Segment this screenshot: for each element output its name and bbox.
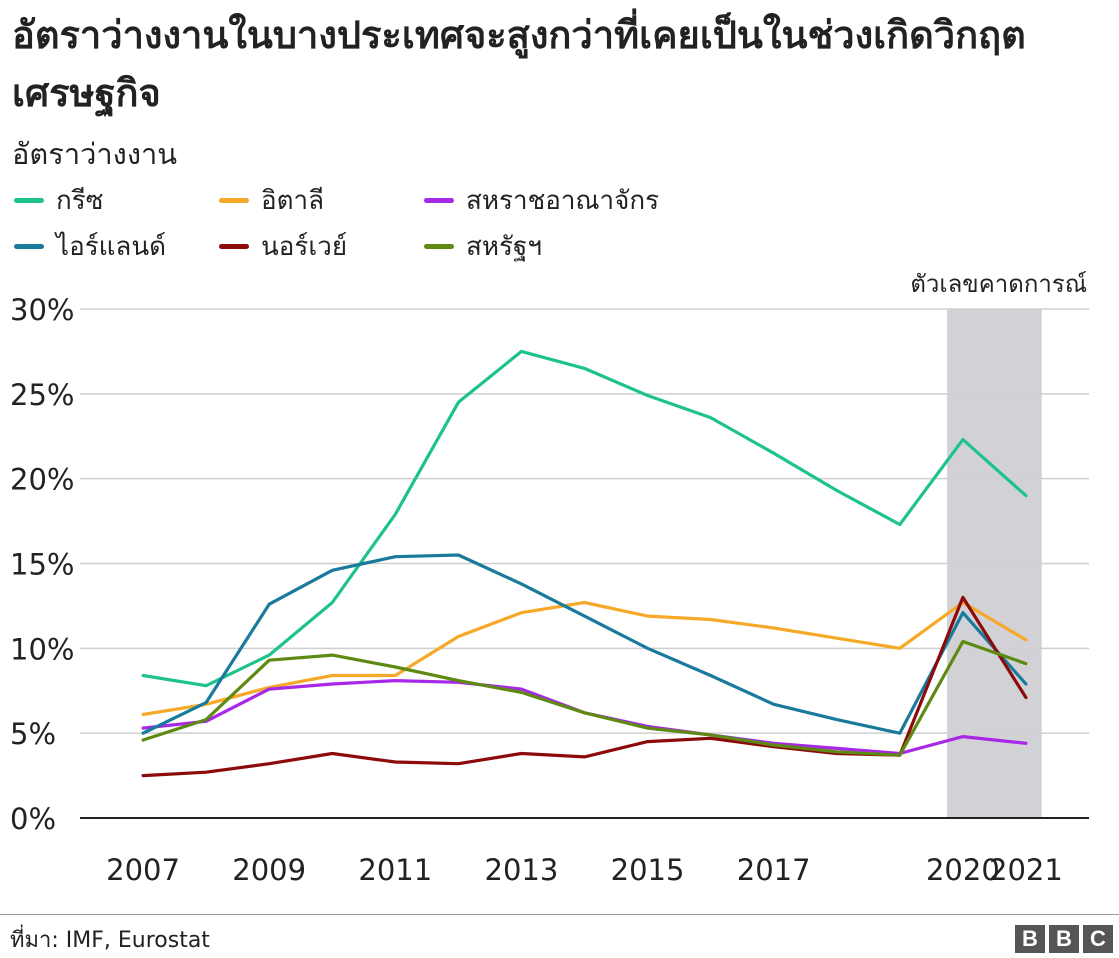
legend-item-us: สหรัฐฯ bbox=[424, 224, 542, 268]
x-tick-label: 2021 bbox=[989, 853, 1063, 882]
series-line bbox=[141, 553, 1028, 735]
x-tick-label: 2013 bbox=[485, 853, 559, 882]
bbc-logo-letter: B bbox=[1015, 925, 1045, 953]
x-tick-label: 2020 bbox=[926, 853, 1000, 882]
y-tick-label: 25% bbox=[10, 378, 74, 412]
footer-divider bbox=[0, 914, 1119, 915]
legend-label: กรีซ bbox=[56, 185, 104, 216]
legend-label: นอร์เวย์ bbox=[261, 231, 348, 262]
x-tick-label: 2011 bbox=[358, 853, 432, 882]
chart-title: อัตราว่างงานในบางประเทศจะสูงกว่าที่เคยเป… bbox=[12, 13, 1026, 115]
series-line bbox=[141, 639, 1028, 757]
y-tick-label: 20% bbox=[10, 463, 74, 497]
forecast-band-group: ตัวเลขคาดการณ์ bbox=[910, 270, 1087, 818]
chart-subtitle: อัตราว่างงาน bbox=[12, 137, 178, 171]
legend-swatch bbox=[219, 197, 249, 203]
series-line bbox=[141, 349, 1028, 688]
bbc-logo: B B C bbox=[1015, 925, 1113, 953]
legend-swatch bbox=[424, 243, 454, 249]
forecast-label: ตัวเลขคาดการณ์ bbox=[910, 270, 1087, 298]
y-tick-label: 10% bbox=[10, 632, 74, 666]
x-tick-label: 2009 bbox=[232, 853, 306, 882]
legend-item-ireland: ไอร์แลนด์ bbox=[14, 224, 166, 268]
y-tick-label: 15% bbox=[10, 548, 74, 582]
x-tick-label: 2007 bbox=[106, 853, 180, 882]
legend-item-uk: สหราชอาณาจักร bbox=[424, 178, 659, 222]
x-tick-label: 2017 bbox=[737, 853, 811, 882]
legend-item-greece: กรีซ bbox=[14, 178, 103, 222]
legend: กรีซ อิตาลี สหราชอาณาจักร ไอร์แลนด์ นอร์… bbox=[14, 178, 774, 268]
y-tick-label: 5% bbox=[10, 717, 56, 751]
line-chart: ตัวเลขคาดการณ์ 0%5%10%15%20%25%30% 2007 2… bbox=[10, 270, 1089, 882]
legend-swatch bbox=[424, 197, 454, 203]
x-tick-label: 2015 bbox=[611, 853, 685, 882]
gridlines bbox=[80, 308, 1089, 819]
y-axis-tick-labels: 0% 5% 10% 15% 20% 25% 30% bbox=[10, 293, 74, 836]
legend-label: สหรัฐฯ bbox=[466, 231, 542, 262]
legend-swatch bbox=[219, 243, 249, 249]
source-note: ที่มา: IMF, Eurostat bbox=[10, 928, 210, 953]
y-tick-label: 30% bbox=[10, 293, 74, 327]
legend-label: ไอร์แลนด์ bbox=[56, 231, 167, 262]
bbc-logo-letter: C bbox=[1083, 925, 1113, 953]
legend-label: สหราชอาณาจักร bbox=[466, 185, 660, 216]
legend-swatch bbox=[14, 197, 44, 203]
series-lines bbox=[141, 349, 1028, 778]
series-line bbox=[141, 679, 1028, 756]
legend-label: อิตาลี bbox=[261, 185, 325, 216]
legend-swatch bbox=[14, 243, 44, 249]
legend-item-norway: นอร์เวย์ bbox=[219, 224, 347, 268]
y-tick-label: 0% bbox=[10, 802, 56, 836]
bbc-logo-letter: B bbox=[1049, 925, 1079, 953]
legend-item-italy: อิตาลี bbox=[219, 178, 324, 222]
series-line bbox=[141, 600, 1028, 717]
